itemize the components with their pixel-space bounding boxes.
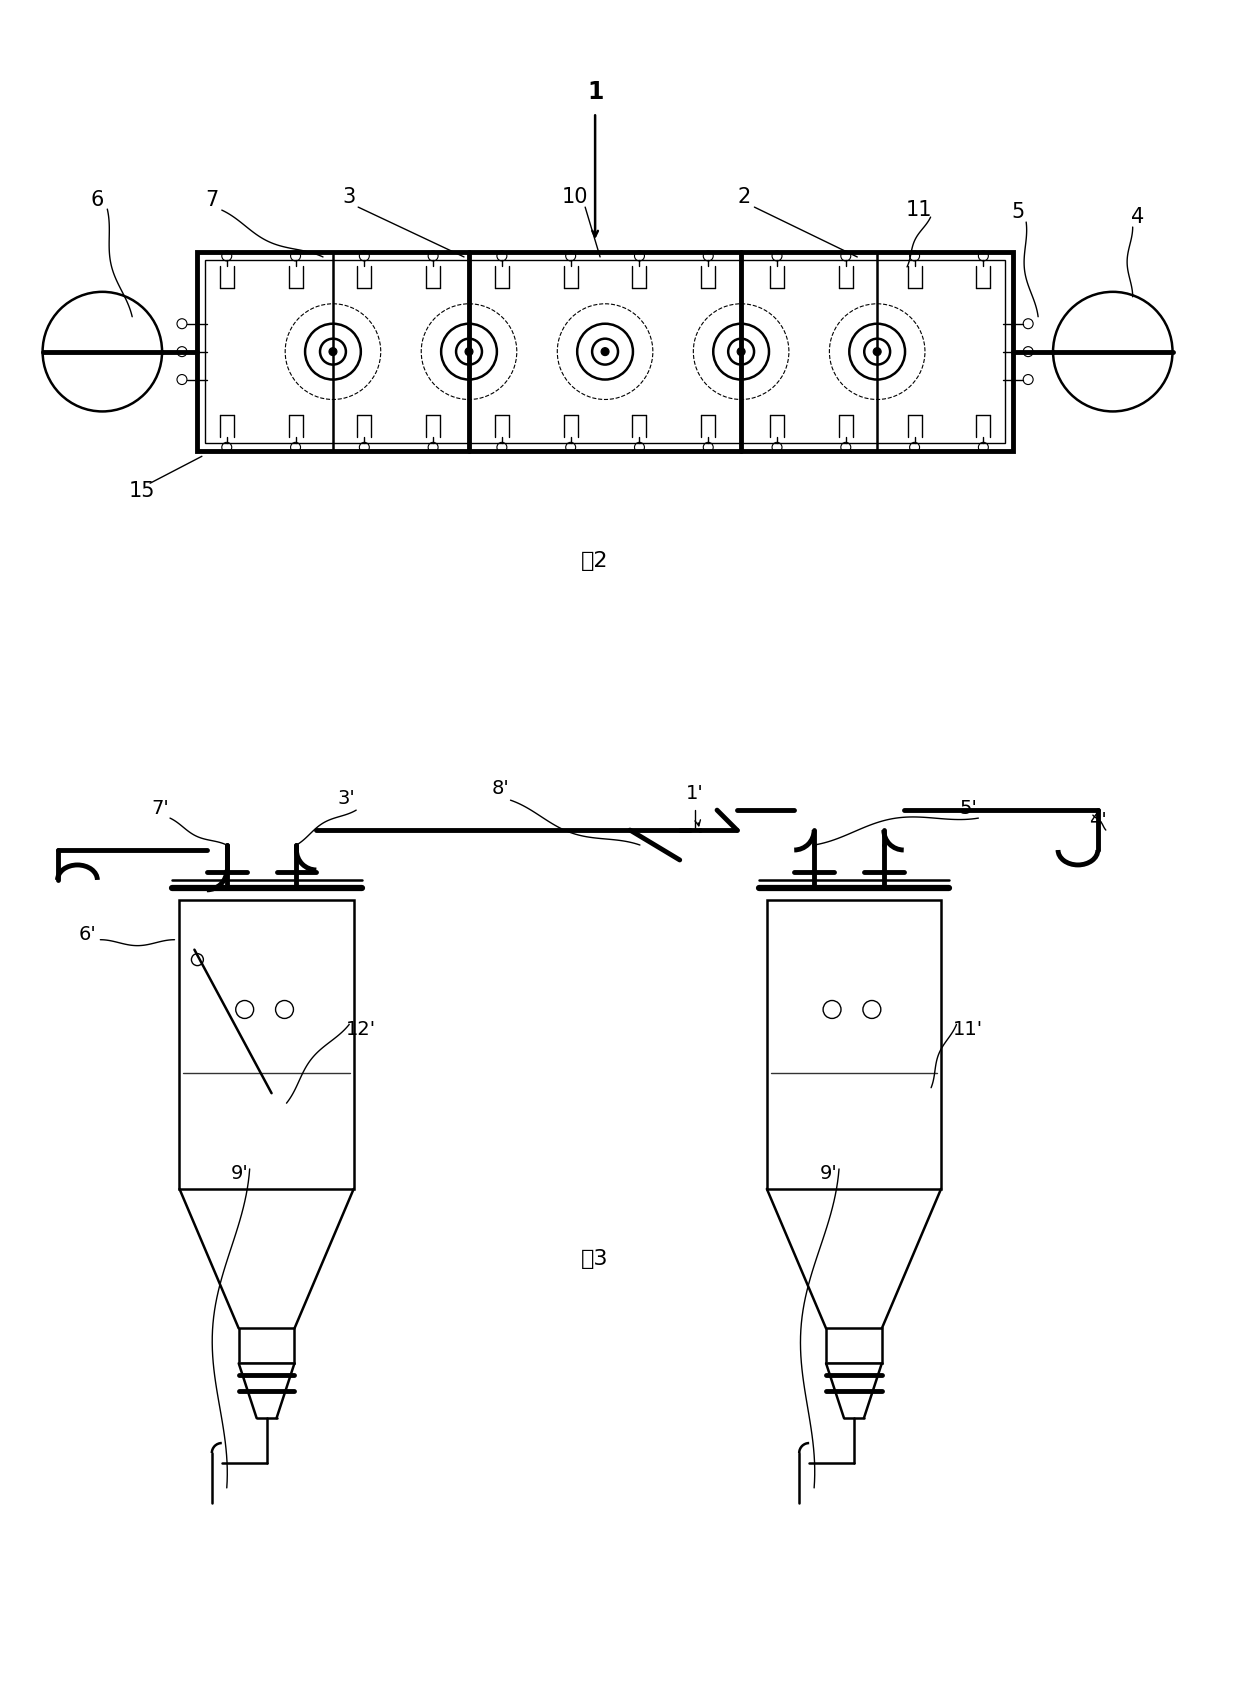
Text: 11': 11' xyxy=(954,1020,983,1039)
Text: 3: 3 xyxy=(342,187,356,207)
Polygon shape xyxy=(826,1363,882,1418)
Text: 10: 10 xyxy=(562,187,589,207)
Text: 5': 5' xyxy=(960,798,977,818)
Bar xyxy=(766,900,941,1189)
Circle shape xyxy=(603,350,608,353)
Circle shape xyxy=(875,350,879,353)
Circle shape xyxy=(329,348,337,355)
Circle shape xyxy=(467,350,471,353)
Text: 4': 4' xyxy=(1089,810,1107,830)
Text: 6': 6' xyxy=(78,925,97,944)
Bar xyxy=(205,260,1006,443)
Text: 5: 5 xyxy=(1012,202,1024,222)
Text: 3': 3' xyxy=(337,788,355,808)
Circle shape xyxy=(601,348,609,355)
Text: 6: 6 xyxy=(91,190,104,211)
Polygon shape xyxy=(239,1363,294,1418)
Text: 9': 9' xyxy=(231,1165,248,1184)
Circle shape xyxy=(465,348,472,355)
Text: 15: 15 xyxy=(129,481,155,501)
Text: 图3: 图3 xyxy=(582,1248,609,1268)
Text: 8': 8' xyxy=(492,779,510,798)
Bar xyxy=(197,251,1013,452)
Text: 7: 7 xyxy=(205,190,218,211)
Circle shape xyxy=(873,348,882,355)
Circle shape xyxy=(1053,292,1173,411)
Circle shape xyxy=(739,350,743,353)
Bar xyxy=(826,1328,882,1363)
Text: 12': 12' xyxy=(346,1020,376,1039)
Circle shape xyxy=(42,292,162,411)
Text: 7': 7' xyxy=(151,798,169,818)
Text: 4: 4 xyxy=(1131,207,1145,228)
Circle shape xyxy=(331,350,335,353)
Text: 2: 2 xyxy=(738,187,751,207)
Bar xyxy=(180,900,353,1189)
Text: 图2: 图2 xyxy=(582,550,609,571)
Circle shape xyxy=(737,348,745,355)
Text: 1: 1 xyxy=(587,80,604,105)
Text: 11: 11 xyxy=(905,200,932,221)
Text: 9': 9' xyxy=(820,1165,838,1184)
Text: 1': 1' xyxy=(686,784,703,803)
Bar xyxy=(239,1328,294,1363)
